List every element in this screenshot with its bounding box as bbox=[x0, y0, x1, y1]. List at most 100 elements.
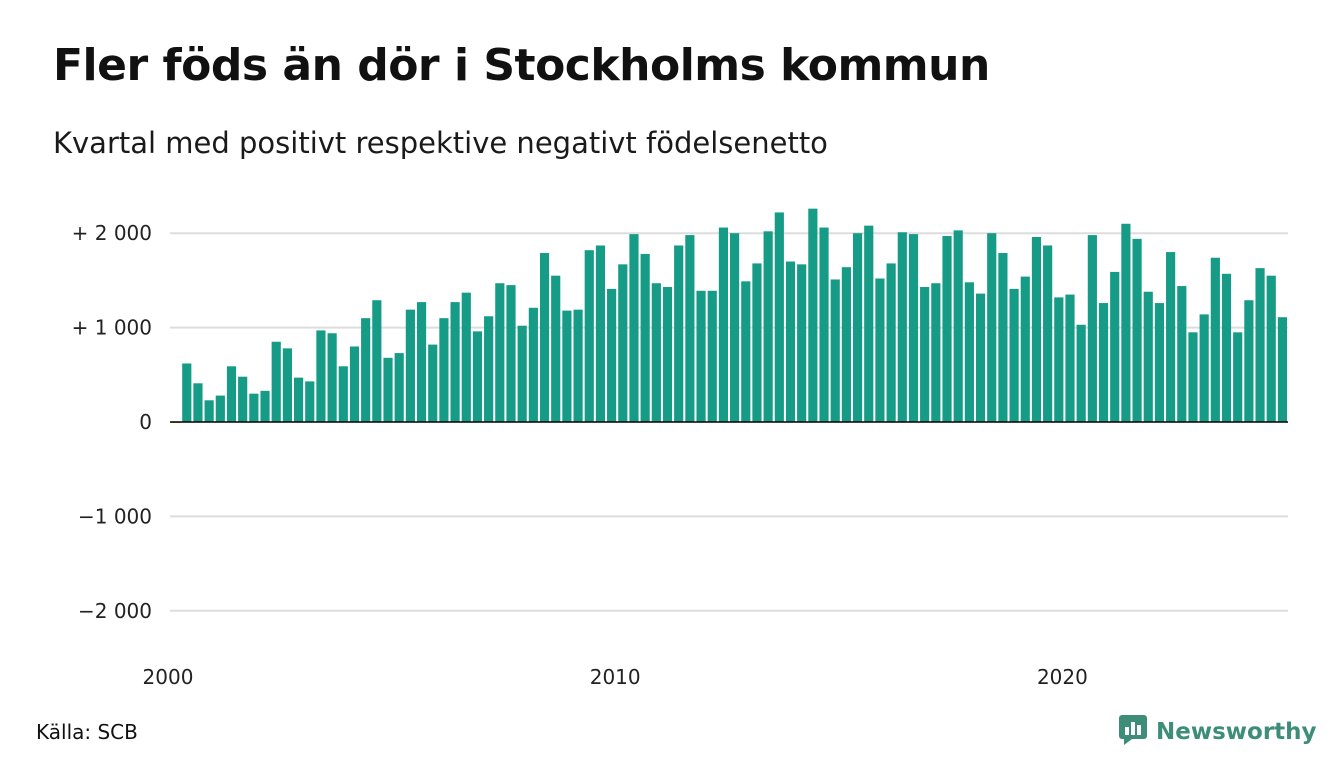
bar bbox=[908, 234, 919, 422]
bar bbox=[204, 400, 214, 422]
y-tick-label: −2 000 bbox=[78, 599, 152, 623]
bar bbox=[797, 264, 807, 422]
bar bbox=[573, 309, 583, 422]
bar bbox=[1043, 245, 1053, 422]
bar bbox=[226, 366, 237, 422]
bar bbox=[886, 263, 896, 422]
bar bbox=[327, 333, 337, 422]
bar bbox=[182, 363, 192, 422]
x-tick-label: 2020 bbox=[1037, 665, 1088, 689]
x-axis-ticks: 2000 2010 2020 bbox=[143, 665, 1088, 689]
bar bbox=[260, 390, 270, 422]
y-tick-label: + 1 000 bbox=[72, 316, 152, 340]
bar bbox=[305, 381, 315, 422]
bar bbox=[349, 346, 360, 422]
bar bbox=[506, 285, 516, 422]
bar bbox=[875, 278, 885, 422]
bar bbox=[584, 250, 594, 422]
newsworthy-brand[interactable]: Newsworthy bbox=[1118, 714, 1317, 750]
bar bbox=[763, 231, 773, 422]
bar bbox=[785, 261, 796, 422]
bar bbox=[1009, 288, 1019, 422]
bar bbox=[1110, 271, 1120, 422]
bar bbox=[372, 300, 382, 422]
bar bbox=[1054, 297, 1064, 422]
bar bbox=[517, 325, 527, 422]
bar bbox=[1087, 235, 1097, 422]
bar bbox=[595, 245, 606, 422]
bar bbox=[975, 293, 986, 422]
bar bbox=[439, 318, 449, 422]
bar bbox=[1121, 223, 1131, 422]
bar bbox=[293, 377, 304, 422]
bar bbox=[450, 302, 460, 422]
bar bbox=[662, 287, 673, 422]
bar bbox=[484, 316, 494, 422]
bar bbox=[819, 227, 829, 422]
bar bbox=[618, 264, 628, 422]
bar bbox=[1266, 275, 1276, 422]
bar bbox=[1177, 286, 1187, 422]
bar bbox=[282, 348, 292, 422]
bars bbox=[171, 208, 1287, 423]
bar bbox=[539, 253, 550, 422]
brand-name: Newsworthy bbox=[1156, 719, 1317, 745]
bar bbox=[1233, 332, 1243, 422]
bar bbox=[718, 227, 728, 422]
bar bbox=[741, 281, 751, 422]
bar bbox=[730, 233, 740, 422]
bar bbox=[651, 283, 661, 422]
bar bbox=[1065, 294, 1075, 422]
x-tick-label: 2000 bbox=[143, 665, 194, 689]
bar bbox=[1199, 314, 1209, 422]
bar bbox=[495, 283, 505, 422]
bar bbox=[942, 236, 952, 422]
bar bbox=[1143, 291, 1153, 422]
y-tick-label: −1 000 bbox=[78, 504, 152, 528]
bar bbox=[752, 263, 762, 422]
bar bbox=[1244, 300, 1254, 422]
bar bbox=[1076, 324, 1086, 422]
bar bbox=[964, 282, 974, 422]
bar bbox=[852, 233, 863, 422]
bar bbox=[864, 225, 874, 422]
bar bbox=[394, 353, 404, 422]
bar bbox=[674, 245, 684, 422]
bar bbox=[428, 344, 438, 422]
bar bbox=[461, 292, 471, 422]
bar bbox=[1031, 236, 1042, 422]
source-note: Källa: SCB bbox=[36, 720, 138, 744]
bar bbox=[897, 232, 907, 422]
bar bbox=[1188, 332, 1198, 422]
bar bbox=[830, 279, 840, 422]
bar bbox=[1255, 268, 1265, 422]
bar bbox=[562, 310, 572, 422]
bar bbox=[551, 275, 561, 422]
bar bbox=[707, 290, 717, 422]
bar bbox=[920, 287, 930, 422]
bar bbox=[316, 330, 326, 422]
bar bbox=[685, 235, 695, 422]
bar bbox=[841, 267, 851, 422]
bar bbox=[953, 230, 963, 422]
bar bbox=[193, 383, 203, 422]
y-axis-ticks: + 2 000 + 1 000 0 −1 000 −2 000 bbox=[72, 221, 152, 623]
y-tick-label: 0 bbox=[139, 410, 152, 434]
bar bbox=[472, 331, 483, 422]
bar bbox=[528, 307, 538, 422]
bar bbox=[808, 208, 818, 422]
bar bbox=[640, 253, 650, 422]
bar bbox=[774, 212, 784, 422]
chart-title: Fler föds än dör i Stockholms kommun bbox=[53, 40, 990, 91]
bar bbox=[1277, 317, 1287, 422]
bar bbox=[1098, 303, 1109, 422]
bar bbox=[238, 376, 248, 422]
bar bbox=[998, 253, 1008, 422]
bar bbox=[416, 302, 427, 422]
newsworthy-logo-icon bbox=[1118, 714, 1148, 750]
bar bbox=[987, 233, 997, 422]
bar bbox=[607, 288, 617, 422]
bar bbox=[1221, 273, 1232, 422]
bar bbox=[931, 283, 941, 422]
